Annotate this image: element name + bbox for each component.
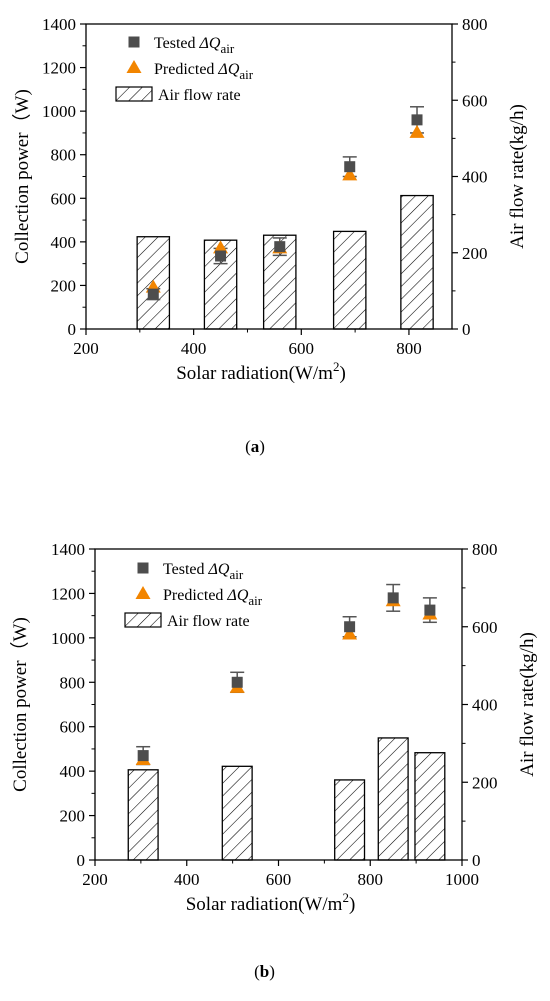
y-tick-label: 200 <box>60 807 86 826</box>
y2-tick-label: 600 <box>472 618 498 637</box>
legend-tested-marker <box>128 36 140 48</box>
tested-point-1 <box>147 288 159 300</box>
legend-tested-label: Tested ΔQair <box>154 35 235 56</box>
y-tick-label: 400 <box>51 233 77 252</box>
y2-tick-label: 0 <box>462 320 471 339</box>
legend: Tested ΔQair Predicted ΔQair Air flow rate <box>124 561 263 630</box>
predicted-point-2 <box>213 240 229 254</box>
y-tick-label: 1000 <box>51 629 85 648</box>
legend-predicted-label: Predicted ΔQair <box>154 61 254 82</box>
tested-point-4 <box>344 161 356 173</box>
tested-point-2 <box>231 676 243 688</box>
predicted-point-5 <box>409 124 425 138</box>
y2-axis-title: Air flow rate(kg/h) <box>517 632 538 777</box>
legend: Tested ΔQair Predicted ΔQair Air flow rate <box>115 35 254 104</box>
legend-predicted-marker <box>135 586 151 599</box>
tested-point-5 <box>424 604 436 616</box>
y-tick-label: 0 <box>77 851 86 870</box>
tested-point-5 <box>411 114 423 126</box>
tested-point-1 <box>137 750 149 762</box>
panel-label: (a) <box>245 437 265 456</box>
y-tick-label: 1200 <box>51 584 85 603</box>
air-flow-bar-4 <box>377 737 409 861</box>
chart-panel-a: 200 400 600 8000200400600800100012001400020… <box>11 15 528 456</box>
legend-bar-marker <box>124 612 162 628</box>
y-tick-label: 400 <box>60 762 86 781</box>
y2-axis-title: Air flow rate(kg/h) <box>507 104 528 249</box>
tested-point-4 <box>387 592 399 604</box>
legend-tested-label: Tested ΔQair <box>163 561 244 582</box>
chart-panel-b: 200 400 600 800 1000020040060080010001200140… <box>9 540 538 981</box>
y-tick-label: 600 <box>51 189 77 208</box>
legend-bar-label: Air flow rate <box>167 613 250 630</box>
air-flow-bar-5 <box>400 194 434 330</box>
y2-tick-label: 800 <box>462 15 488 34</box>
y-tick-label: 1000 <box>42 102 76 121</box>
tested-point-3 <box>344 621 356 633</box>
y-axis-title: Collection power（W) <box>11 89 33 264</box>
x-axis-title: Solar radiation(W/m2) <box>176 359 346 384</box>
y2-tick-label: 200 <box>472 773 498 792</box>
x-tick-label: 400 <box>181 339 207 358</box>
x-tick-label: 600 <box>266 870 292 889</box>
legend-tested-marker <box>137 562 149 574</box>
air-flow-bar-4 <box>332 230 367 330</box>
y-axis-title: Collection power（W) <box>9 617 31 792</box>
air-flow-bar-2 <box>221 765 253 861</box>
y-tick-label: 800 <box>60 673 86 692</box>
y-tick-label: 1400 <box>42 15 76 34</box>
y2-tick-label: 0 <box>472 851 481 870</box>
y-tick-label: 600 <box>60 718 86 737</box>
legend-bar-label: Air flow rate <box>158 87 241 104</box>
x-tick-label: 800 <box>396 339 422 358</box>
legend-predicted-marker <box>126 60 142 73</box>
legend-predicted-label: Predicted ΔQair <box>163 587 263 608</box>
x-tick-label: 800 <box>358 870 384 889</box>
legend-bar-marker <box>115 86 153 102</box>
air-flow-bar-5 <box>414 752 446 861</box>
x-axis-title: Solar radiation(W/m2) <box>186 890 356 915</box>
y2-tick-label: 600 <box>462 91 488 110</box>
tested-point-3 <box>274 241 286 253</box>
y2-tick-label: 400 <box>472 696 498 715</box>
y-tick-label: 200 <box>51 276 77 295</box>
x-tick-label: 1000 <box>445 870 479 889</box>
y2-tick-label: 400 <box>462 168 488 187</box>
predicted-point-3 <box>342 626 358 640</box>
y-tick-label: 1200 <box>42 59 76 78</box>
air-flow-bar-1 <box>127 769 159 861</box>
air-flow-bar-3 <box>334 779 366 861</box>
x-tick-label: 400 <box>174 870 200 889</box>
y2-tick-label: 800 <box>472 540 498 559</box>
panel-label: (b) <box>254 962 275 981</box>
x-tick-label: 600 <box>289 339 315 358</box>
x-tick-label: 200 <box>82 870 108 889</box>
y-tick-label: 1400 <box>51 540 85 559</box>
y-tick-label: 0 <box>68 320 77 339</box>
tested-point-2 <box>215 250 227 262</box>
y-tick-label: 800 <box>51 146 77 165</box>
y2-tick-label: 200 <box>462 244 488 263</box>
predicted-point-4 <box>342 167 358 181</box>
x-tick-label: 200 <box>73 339 99 358</box>
